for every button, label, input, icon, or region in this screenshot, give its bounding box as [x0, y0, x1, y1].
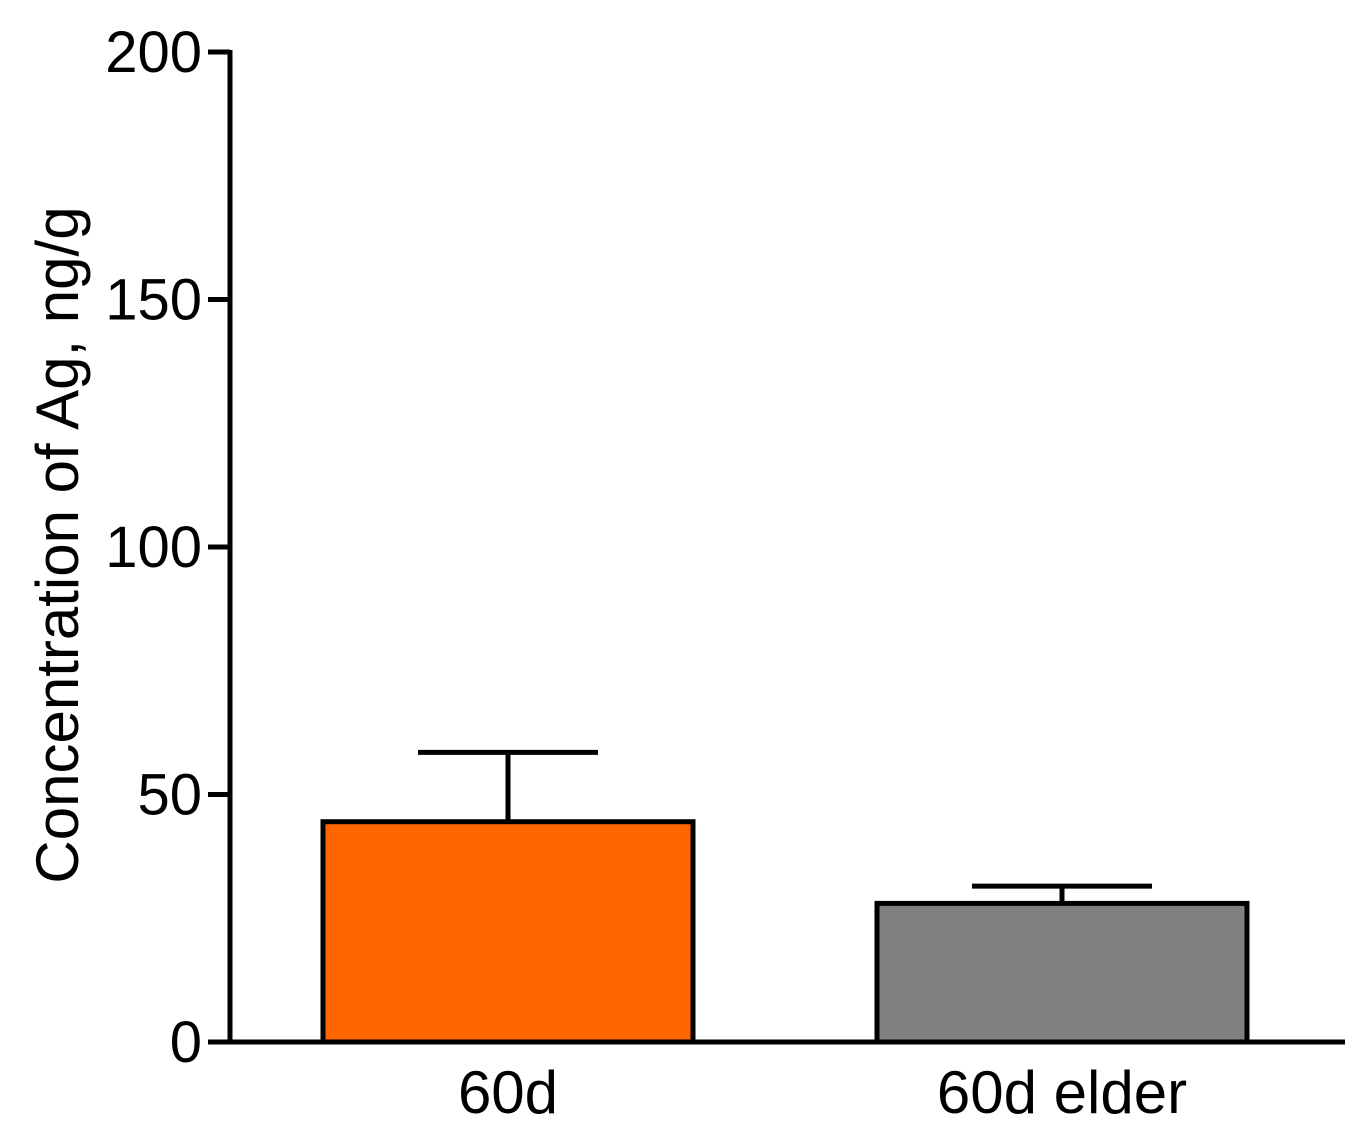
x-axis-tick-labels: 60d 60d elder — [458, 1059, 1187, 1126]
y-tick-label: 200 — [105, 20, 202, 85]
bars — [320, 819, 1250, 1045]
y-tick-label: 50 — [137, 763, 202, 828]
bar-60d — [320, 819, 696, 1045]
x-tick-label: 60d — [458, 1059, 558, 1126]
error-bars — [418, 749, 1152, 904]
y-axis-title: Concentration of Ag, ng/g — [24, 206, 91, 883]
y-tick-label: 150 — [105, 268, 202, 333]
bar-60d-elder — [874, 900, 1250, 1045]
x-tick-label: 60d elder — [937, 1059, 1187, 1126]
y-tick-label: 0 — [170, 1010, 202, 1075]
y-tick-label: 100 — [105, 515, 202, 580]
y-axis-ticks: 0 50 100 150 200 — [105, 20, 230, 1075]
